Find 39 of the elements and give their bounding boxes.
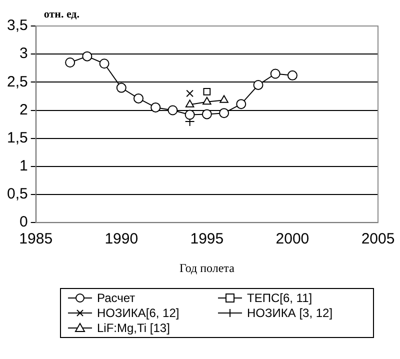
point bbox=[184, 110, 195, 120]
point bbox=[186, 90, 194, 98]
point bbox=[287, 70, 298, 80]
point bbox=[270, 68, 280, 79]
point bbox=[65, 58, 76, 68]
y-tick-label: 2,5 bbox=[6, 73, 28, 90]
y-tick-label: 3 bbox=[20, 45, 28, 62]
point bbox=[168, 105, 178, 116]
point bbox=[185, 100, 194, 108]
point bbox=[133, 93, 144, 104]
point bbox=[150, 102, 161, 112]
point bbox=[202, 109, 212, 120]
x-tick-label: 2005 bbox=[361, 230, 395, 248]
y-axis-title: отн. ед. bbox=[44, 8, 80, 20]
y-tick-label: 1 bbox=[20, 158, 28, 175]
legend-label: LiF:Mg,Ti [13] bbox=[97, 321, 170, 335]
legend-label: Расчет bbox=[97, 291, 136, 305]
y-tick-label: 0 bbox=[20, 214, 28, 231]
legend-label: НОЗИКА [3, 12] bbox=[247, 306, 333, 320]
x-axis-title: Год полета bbox=[179, 260, 236, 275]
point bbox=[219, 108, 230, 118]
legend-label: НОЗИКА[6, 12] bbox=[97, 306, 180, 320]
point bbox=[203, 88, 211, 96]
x-tick-label: 1995 bbox=[190, 230, 224, 248]
point bbox=[116, 82, 126, 93]
y-tick-label: 3,5 bbox=[6, 17, 28, 34]
point bbox=[82, 51, 92, 62]
point bbox=[253, 80, 264, 90]
point bbox=[236, 99, 246, 110]
x-tick-label: 1990 bbox=[104, 230, 138, 248]
x-tick-label: 2000 bbox=[276, 230, 310, 248]
y-tick-label: 0,5 bbox=[6, 186, 28, 203]
y-tick-label: 2 bbox=[20, 101, 28, 118]
point bbox=[202, 96, 212, 105]
y-tick-label: 1,5 bbox=[6, 129, 28, 146]
point bbox=[99, 58, 110, 69]
legend-label: ТЕПС[6, 11] bbox=[247, 291, 312, 305]
point bbox=[220, 95, 228, 103]
x-tick-label: 1985 bbox=[19, 230, 53, 248]
